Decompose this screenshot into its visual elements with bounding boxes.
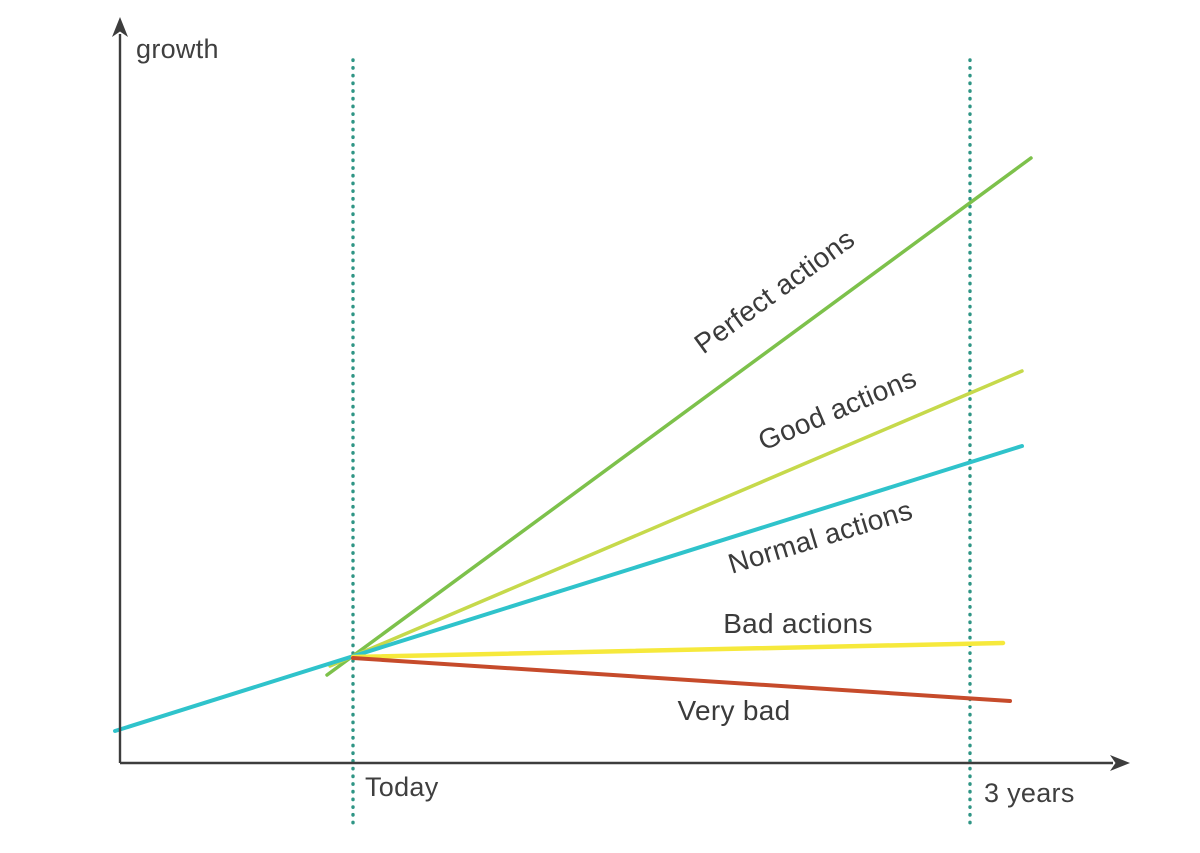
series-label-very-bad: Very bad <box>678 695 791 726</box>
guide-lines <box>351 58 972 832</box>
series-line-bad-actions <box>350 640 1006 660</box>
axis-tick-labels: Today 3 years <box>365 772 1075 808</box>
series-line-perfect-actions <box>325 156 1033 677</box>
series-label-perfect-actions: Perfect actions <box>689 223 861 360</box>
y-axis-label: growth <box>136 34 219 64</box>
series-line-very-bad <box>351 656 1012 703</box>
series-label-good-actions: Good actions <box>754 362 921 456</box>
axes: growth <box>112 17 1130 771</box>
series-line-normal-actions <box>113 444 1024 733</box>
series-lines <box>113 156 1033 733</box>
series-label-normal-actions: Normal actions <box>724 494 916 579</box>
x-axis-arrowhead-icon <box>1110 755 1130 771</box>
y-axis-arrowhead-icon <box>112 17 128 37</box>
x-tick-label-today: Today <box>365 772 439 802</box>
series-label-bad-actions: Bad actions <box>723 608 873 639</box>
series-line-good-actions <box>328 369 1024 668</box>
x-tick-label-3-years: 3 years <box>984 778 1075 808</box>
